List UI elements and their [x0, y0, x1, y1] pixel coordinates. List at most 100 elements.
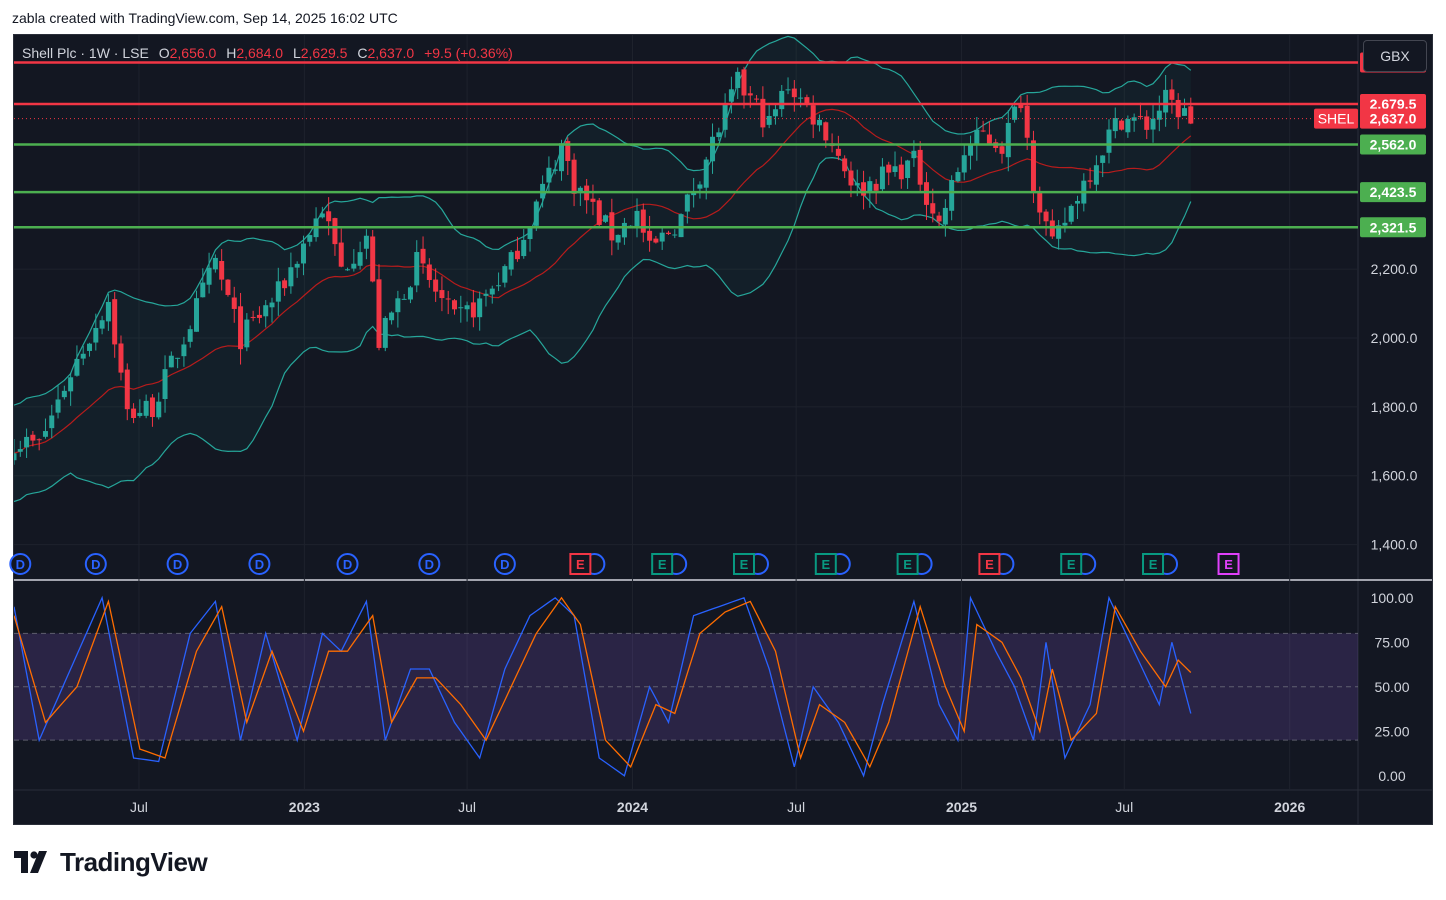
x-tick-label: 2024 — [617, 799, 648, 815]
bollinger-lower — [14, 156, 1192, 503]
candle-body — [873, 183, 879, 191]
chart-frame[interactable] — [13, 34, 1433, 825]
candle-body — [1012, 106, 1018, 120]
candle-body — [206, 267, 212, 285]
candle-body — [238, 306, 244, 350]
dividend-marker-label: D — [343, 557, 352, 572]
candle-body — [80, 353, 86, 359]
candle-body — [590, 198, 596, 202]
osc-y-tick-label: 25.00 — [1374, 723, 1409, 739]
candle-body — [401, 298, 407, 300]
earnings-marker — [896, 553, 919, 575]
candle-body — [647, 230, 653, 241]
symbol-tag-bg — [1314, 108, 1358, 129]
earnings-marker-label: E — [1149, 557, 1158, 572]
candle-body — [294, 263, 300, 268]
candle-body — [1024, 105, 1030, 138]
candle-body — [741, 69, 747, 96]
earnings-marker-label: E — [1224, 557, 1233, 572]
candle-body — [621, 222, 627, 238]
candle-body — [414, 252, 420, 286]
level-label: 2,679.5 — [1370, 96, 1417, 112]
candle-body — [332, 218, 338, 245]
candle-body — [212, 257, 218, 270]
candle-body — [175, 357, 181, 359]
candle-body — [112, 299, 118, 345]
candle-body — [49, 415, 55, 429]
bollinger-basis — [14, 108, 1192, 454]
dividend-marker — [418, 553, 441, 575]
candle-body — [999, 146, 1005, 154]
stochastic-k-line — [14, 595, 1192, 778]
candle-body — [754, 98, 760, 100]
candle-body — [1087, 180, 1093, 182]
candle-body — [905, 160, 911, 179]
candle-body — [823, 122, 829, 141]
candle-body — [684, 194, 690, 212]
osc-y-tick-label: 0.00 — [1378, 768, 1405, 784]
candle-body — [798, 97, 804, 99]
candle-body — [137, 412, 143, 416]
candle-body — [1005, 122, 1011, 158]
earnings-marker-label: E — [985, 557, 994, 572]
candle-body — [87, 343, 93, 351]
candle-body — [867, 181, 873, 193]
candle-body — [596, 200, 602, 225]
candle-body — [17, 449, 23, 452]
candle-body — [338, 242, 344, 267]
last-price-label: 2,637.0 — [1370, 111, 1417, 127]
tradingview-logo[interactable]: TradingView — [14, 847, 208, 877]
candle-body — [389, 312, 395, 321]
candle-body — [30, 434, 36, 441]
close-value: 2,637.0 — [367, 45, 415, 61]
candle-body — [1119, 120, 1125, 130]
candle-body — [1068, 205, 1074, 222]
candle-body — [886, 164, 892, 173]
candle-body — [1062, 222, 1068, 226]
candle-body — [357, 252, 363, 266]
candle-body — [1056, 225, 1062, 239]
symbol-tag: SHEL — [1318, 111, 1355, 127]
candle-body — [319, 213, 325, 218]
candle-body — [1030, 140, 1036, 192]
candle-body — [785, 89, 791, 91]
candle-body — [351, 263, 357, 269]
candle-body — [703, 159, 709, 188]
tradingview-logo-icon — [14, 851, 47, 873]
low-label: L — [292, 45, 301, 61]
earnings-marker — [814, 553, 837, 575]
x-tick-label: Jul — [130, 799, 148, 815]
candle-body — [1181, 108, 1187, 116]
candle-body — [716, 132, 722, 138]
candle-body — [1137, 116, 1143, 118]
candle-body — [854, 183, 860, 186]
candle-body — [219, 260, 225, 280]
candle-body — [483, 293, 489, 296]
candle-body — [772, 109, 778, 117]
candle-body — [439, 290, 445, 299]
candle-body — [407, 287, 413, 300]
candle-body — [395, 298, 401, 313]
candle-body — [118, 343, 124, 373]
x-tick-label: 2025 — [946, 799, 977, 815]
candle-body — [464, 305, 470, 310]
earnings-marker-label: E — [821, 557, 830, 572]
candle-body — [68, 377, 74, 392]
candle-body — [14, 453, 17, 461]
currency-button[interactable]: GBX — [1363, 40, 1427, 72]
dividend-marker-label: D — [16, 557, 25, 572]
candle-body — [640, 209, 646, 233]
candle-body — [426, 264, 432, 281]
earnings-marker — [978, 553, 1001, 575]
candle-body — [791, 88, 797, 98]
high-value: 2,684.0 — [236, 45, 284, 61]
candle-body — [634, 210, 640, 227]
earnings-marker-label: E — [576, 557, 585, 572]
attribution-text: zabla created with TradingView.com, Sep … — [12, 10, 398, 26]
candle-body — [760, 98, 766, 128]
candle-body — [93, 327, 99, 343]
candle-body — [949, 180, 955, 211]
candle-body — [275, 281, 281, 302]
candle-body — [187, 329, 193, 342]
